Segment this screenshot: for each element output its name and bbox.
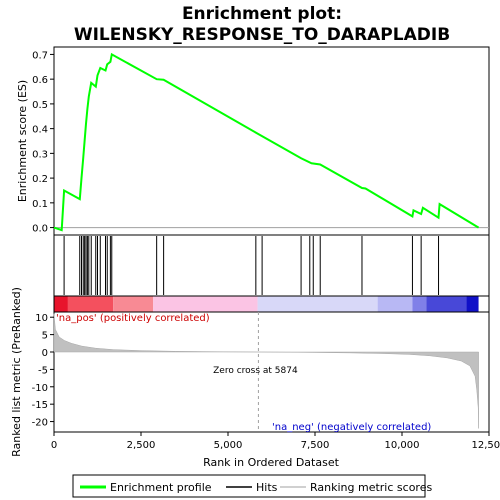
metric-y-tick-label: -10 bbox=[32, 383, 48, 394]
x-axis-ticks: 0 2,500 5,000 7,500 10,000 12,500 bbox=[51, 432, 500, 451]
metric-panel-frame bbox=[53, 311, 490, 433]
metric-y-tick-label: 10 bbox=[35, 313, 48, 324]
x-tick-label: 2,500 bbox=[127, 440, 156, 451]
x-tick-label: 7,500 bbox=[301, 440, 330, 451]
color-bar-segment bbox=[54, 296, 68, 312]
metric-y-tick-label: 0 bbox=[42, 348, 48, 359]
es-y-tick-label: 0.6 bbox=[32, 75, 48, 86]
legend-metric-label: Ranking metric scores bbox=[310, 481, 432, 494]
metric-y-axis-ticks: 10 5 0 -5 -10 -15 -20 bbox=[32, 313, 54, 429]
metric-y-tick-label: -5 bbox=[38, 365, 48, 376]
es-y-axis-ticks: 0.0 0.1 0.2 0.3 0.4 0.5 0.6 0.7 bbox=[32, 50, 54, 235]
positive-correlation-label: 'na_pos' (positively correlated) bbox=[56, 313, 210, 324]
es-y-tick-label: 0.4 bbox=[32, 125, 48, 136]
es-y-tick-label: 0.5 bbox=[32, 100, 48, 111]
es-y-tick-label: 0.0 bbox=[32, 224, 48, 235]
color-bar-segment bbox=[153, 296, 258, 312]
es-y-tick-label: 0.7 bbox=[32, 50, 48, 61]
color-bar-segment bbox=[113, 296, 154, 312]
color-bar-segment bbox=[257, 296, 378, 312]
x-tick-label: 5,000 bbox=[214, 440, 243, 451]
chart-title-line1: Enrichment plot: bbox=[182, 4, 342, 24]
legend-frame bbox=[72, 474, 426, 498]
x-tick-label: 10,000 bbox=[385, 440, 420, 451]
hits-panel-frame bbox=[53, 234, 490, 297]
metric-y-axis-label: Ranked list metric (PreRanked) bbox=[10, 287, 23, 457]
es-panel: 0.0 0.1 0.2 0.3 0.4 0.5 0.6 0.7 Enrichment scor… bbox=[16, 46, 490, 236]
x-tick-label: 12,500 bbox=[472, 440, 500, 451]
legend-hits-label: Hits bbox=[256, 481, 278, 494]
ranking-metric-area bbox=[53, 313, 479, 429]
metric-y-tick-label: -15 bbox=[32, 400, 48, 411]
metric-panel: 10 5 0 -5 -10 -15 -20 Zero cross at 5874 'na_p… bbox=[10, 287, 490, 457]
es-y-tick-label: 0.3 bbox=[32, 149, 48, 160]
color-bar-segment bbox=[412, 296, 427, 312]
color-bar-segment bbox=[466, 296, 479, 312]
color-bar-segment bbox=[426, 296, 467, 312]
hit-markers bbox=[63, 236, 440, 295]
zero-cross-label: Zero cross at 5874 bbox=[213, 366, 298, 376]
enrichment-profile-line bbox=[53, 52, 480, 232]
ranking-color-bar bbox=[53, 295, 490, 313]
color-bar-segment bbox=[67, 296, 114, 312]
x-axis-label: Rank in Ordered Dataset bbox=[203, 456, 340, 469]
negative-correlation-label: 'na_neg' (negatively correlated) bbox=[272, 422, 431, 433]
color-bar-segment bbox=[377, 296, 413, 312]
es-y-tick-label: 0.2 bbox=[32, 174, 48, 185]
es-y-tick-label: 0.1 bbox=[32, 199, 48, 210]
legend: Enrichment profile Hits Ranking metric s… bbox=[72, 474, 432, 498]
legend-enrichment-label: Enrichment profile bbox=[110, 481, 212, 494]
chart-title-line2: WILENSKY_RESPONSE_TO_DARAPLADIB bbox=[74, 25, 450, 45]
metric-y-tick-label: -20 bbox=[32, 418, 48, 429]
hits-panel bbox=[53, 234, 490, 297]
es-y-axis-label: Enrichment score (ES) bbox=[16, 80, 29, 202]
x-tick-label: 0 bbox=[51, 440, 57, 451]
metric-y-tick-label: 5 bbox=[42, 331, 48, 342]
